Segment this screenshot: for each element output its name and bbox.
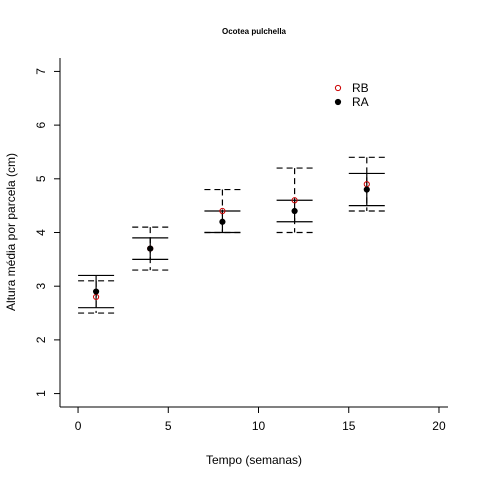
- y-tick-label: 1: [34, 390, 48, 397]
- plot-area: 0 5 10 15 20 1 2 3 4 5 6 7: [34, 58, 448, 433]
- point-RA: [92, 288, 100, 295]
- x-tick-label: 10: [252, 419, 266, 433]
- x-tick-label: 20: [432, 419, 446, 433]
- y-axis-label: Altura média por parcela (cm): [4, 153, 18, 311]
- point-RB: [219, 207, 226, 215]
- x-tick-label: 5: [165, 419, 172, 433]
- data-marks: [78, 156, 385, 314]
- y-tick-label: 6: [34, 121, 48, 128]
- x-axis-label: Tempo (semanas): [206, 453, 302, 467]
- x-tick-label: 15: [342, 419, 356, 433]
- y-tick-label: 7: [34, 68, 48, 75]
- legend-label-RB: RB: [352, 81, 369, 95]
- y-tick-label: 5: [34, 175, 48, 182]
- x-axis-ticks: 0 5 10 15 20: [75, 407, 446, 433]
- chart-title: Ocotea pulchella: [222, 27, 287, 36]
- y-tick-label: 4: [34, 229, 48, 236]
- y-axis-ticks: 1 2 3 4 5 6 7: [34, 68, 60, 397]
- legend-label-RA: RA: [352, 95, 369, 109]
- x-tick-label: 0: [75, 419, 82, 433]
- point-RB: [291, 197, 298, 204]
- legend-marker-RA: [334, 98, 342, 106]
- y-tick-label: 3: [34, 283, 48, 290]
- point-RA: [363, 186, 370, 193]
- point-RA: [219, 218, 226, 225]
- point-RA: [147, 245, 154, 252]
- point-RA: [291, 207, 298, 215]
- legend-marker-RB: [334, 84, 342, 92]
- y-tick-label: 2: [34, 336, 48, 343]
